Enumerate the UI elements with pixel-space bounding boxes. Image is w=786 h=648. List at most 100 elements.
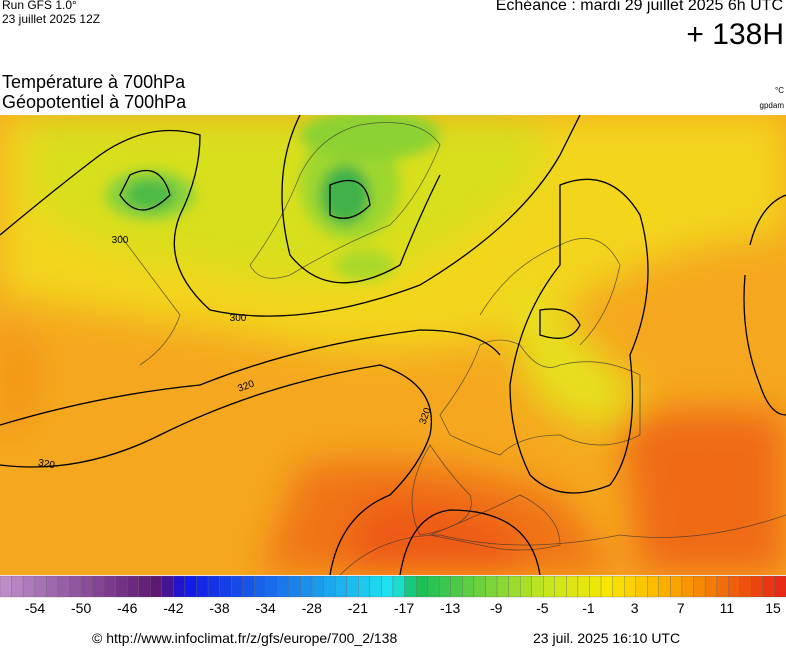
colorbar-swatch (600, 575, 613, 598)
temperature-title: Température à 700hPa (2, 72, 186, 92)
colorbar-swatch (577, 575, 590, 598)
colorbar-label: 15 (765, 600, 781, 615)
colorbar-swatch (589, 575, 602, 598)
colorbar-swatch (450, 575, 463, 598)
colorbar-swatch (554, 575, 567, 598)
colorbar-swatch (92, 575, 105, 598)
colorbar-swatch (161, 575, 174, 598)
colorbar-swatch (496, 575, 509, 598)
colorbar-swatch (196, 575, 209, 598)
colorbar-label: -34 (256, 600, 276, 615)
contour-label: 300 (112, 235, 129, 246)
valid-time: Echéance : mardi 29 juillet 2025 6h UTC (495, 0, 783, 14)
colorbar-swatch (427, 575, 440, 598)
geopotential-unit: gpdam (759, 101, 784, 110)
colorbar-swatch (335, 575, 347, 598)
geopotential-title: Géopotentiel à 700hPa (2, 92, 187, 112)
colorbar-swatch (103, 575, 116, 598)
colorbar-swatch (126, 575, 139, 598)
colorbar-label: -50 (71, 600, 91, 615)
colorbar-swatch (57, 575, 70, 598)
colorbar-swatch (716, 575, 729, 598)
colorbar-swatch (173, 575, 186, 598)
coastlines (119, 122, 786, 575)
colorbar-swatch (69, 575, 82, 598)
colorbar-swatch (624, 575, 636, 598)
colorbar-swatch (519, 575, 532, 598)
colorbar-label: 11 (720, 600, 735, 615)
colorbar-swatch (231, 575, 243, 598)
colorbar-swatch (46, 575, 58, 598)
colorbar-swatch (311, 575, 324, 598)
colorbar-swatch (658, 575, 671, 598)
contour-label: 320 (37, 458, 56, 472)
colorbar-swatch (439, 575, 451, 598)
colorbar-swatch (392, 575, 405, 598)
colorbar-label: -13 (440, 600, 460, 615)
colorbar-label: -21 (348, 600, 368, 615)
temperature-unit: °C (775, 86, 784, 95)
colorbar-swatch (670, 575, 683, 598)
colorbar-swatch (543, 575, 555, 598)
colorbar-swatch (415, 575, 428, 598)
colorbar-swatch (300, 575, 313, 598)
colorbar-label: -54 (25, 600, 45, 615)
colorbar-swatch (254, 575, 267, 598)
colorbar-swatch (0, 575, 12, 598)
colorbar-swatch (219, 575, 232, 598)
colorbar-label: -46 (117, 600, 137, 615)
colorbar-swatch (751, 575, 764, 598)
colorbar-label: -28 (302, 600, 322, 615)
colorbar-swatch (485, 575, 498, 598)
colorbar-swatch (612, 575, 625, 598)
colorbar-label: -42 (163, 600, 183, 615)
colorbar-swatch (704, 575, 717, 598)
contour-label: 300 (230, 313, 247, 324)
colorbar-swatch (531, 575, 544, 598)
temperature-field (0, 115, 786, 575)
colorbar-label: -5 (536, 600, 549, 615)
colorbar-swatch (774, 575, 786, 598)
colorbar-swatch (346, 575, 359, 598)
run-label: 23 juillet 2025 12Z (2, 12, 101, 26)
colorbar-swatch (762, 575, 775, 598)
colorbar-swatch (184, 575, 197, 598)
colorbar-swatch (739, 575, 752, 598)
colorbar-swatch (647, 575, 660, 598)
colorbar-swatch (138, 575, 151, 598)
colorbar-swatch (681, 575, 694, 598)
colorbar-label: -38 (209, 600, 229, 615)
colorbar-swatch (34, 575, 47, 598)
colorbar-swatch (207, 575, 220, 598)
source-url: © http://www.infoclimat.fr/z/gfs/europe/… (92, 630, 398, 646)
geopotential-contours (0, 115, 786, 575)
colorbar-swatch (80, 575, 93, 598)
colorbar-swatch (635, 575, 648, 598)
colorbar: -54 -50 -46 -42 -38 -34 -28 -21 -17 -13 -9 -5 -1 3 7 11… (0, 575, 786, 615)
generated-time: 23 juil. 2025 16:10 UTC (533, 630, 681, 646)
colorbar-label: -9 (490, 600, 503, 615)
colorbar-swatch (115, 575, 128, 598)
colorbar-swatch (288, 575, 301, 598)
cold-areas (105, 115, 440, 280)
colorbar-swatch (404, 575, 417, 598)
colorbar-label: 7 (677, 600, 685, 615)
colorbar-swatch (728, 575, 740, 598)
colorbar-swatch (358, 575, 371, 598)
colorbar-swatch (381, 575, 394, 598)
colorbar-swatch (693, 575, 706, 598)
lead-time: + 138H (686, 18, 784, 51)
colorbar-swatch (22, 575, 35, 598)
model-label: Run GFS 1.0° (2, 0, 77, 12)
colorbar-label: -17 (394, 600, 414, 615)
colorbar-swatch (277, 575, 290, 598)
colorbar-swatch (473, 575, 486, 598)
colorbar-swatch (150, 575, 162, 598)
colorbar-swatch (369, 575, 382, 598)
colorbar-swatch (242, 575, 255, 598)
colorbar-swatch (462, 575, 475, 598)
colorbar-swatch (508, 575, 521, 598)
colorbar-swatch (323, 575, 336, 598)
